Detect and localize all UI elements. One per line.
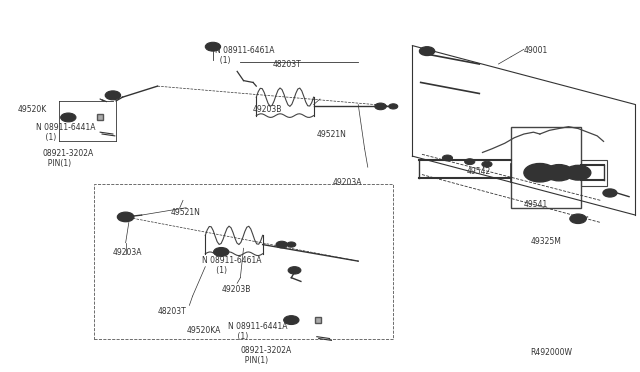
Text: 48203T: 48203T (272, 60, 301, 69)
Text: 49521N: 49521N (170, 208, 200, 217)
Text: 08921-3202A
  PIN(1): 08921-3202A PIN(1) (241, 346, 292, 365)
Circle shape (287, 242, 296, 247)
Circle shape (419, 47, 435, 55)
Text: N 08911-6441A
    (1): N 08911-6441A (1) (36, 123, 96, 142)
Circle shape (482, 161, 492, 167)
Circle shape (105, 91, 120, 100)
Circle shape (389, 104, 397, 109)
Text: N: N (210, 44, 216, 50)
Text: 08921-3202A
  PIN(1): 08921-3202A PIN(1) (43, 149, 94, 168)
Text: N 08911-6461A
      (1): N 08911-6461A (1) (202, 256, 262, 275)
Text: N 08911-6441A
    (1): N 08911-6441A (1) (228, 322, 287, 341)
Text: 49203B: 49203B (221, 285, 251, 294)
Text: N: N (218, 249, 224, 255)
Text: R492000W: R492000W (531, 348, 572, 357)
Text: N 08911-6461A
  (1): N 08911-6461A (1) (215, 46, 275, 65)
Circle shape (570, 214, 586, 224)
Text: 49001: 49001 (524, 46, 548, 55)
Circle shape (214, 247, 229, 256)
Text: 49203A: 49203A (333, 178, 362, 187)
Text: 48203T: 48203T (157, 307, 186, 316)
Text: 49521N: 49521N (317, 130, 347, 140)
Text: 49203B: 49203B (253, 105, 282, 113)
Text: 49325M: 49325M (531, 237, 561, 246)
Text: 49520K: 49520K (17, 105, 47, 113)
Circle shape (545, 164, 573, 181)
Text: 49203A: 49203A (113, 248, 143, 257)
Circle shape (531, 167, 549, 178)
Circle shape (603, 189, 617, 197)
Text: 49541: 49541 (524, 201, 548, 209)
Bar (94, 184, 394, 339)
Bar (511, 126, 581, 208)
Circle shape (442, 155, 452, 161)
Circle shape (565, 165, 591, 180)
Circle shape (117, 212, 134, 222)
Circle shape (288, 267, 301, 274)
Circle shape (465, 159, 475, 164)
Text: 49542: 49542 (467, 167, 491, 176)
Text: 49520KA: 49520KA (186, 326, 221, 335)
Circle shape (375, 103, 387, 110)
Circle shape (205, 42, 221, 51)
Text: N: N (289, 317, 294, 323)
Text: N: N (65, 115, 71, 121)
Circle shape (284, 316, 299, 324)
Circle shape (61, 113, 76, 122)
Bar (581, 160, 607, 186)
Circle shape (524, 164, 556, 182)
Circle shape (276, 241, 287, 248)
